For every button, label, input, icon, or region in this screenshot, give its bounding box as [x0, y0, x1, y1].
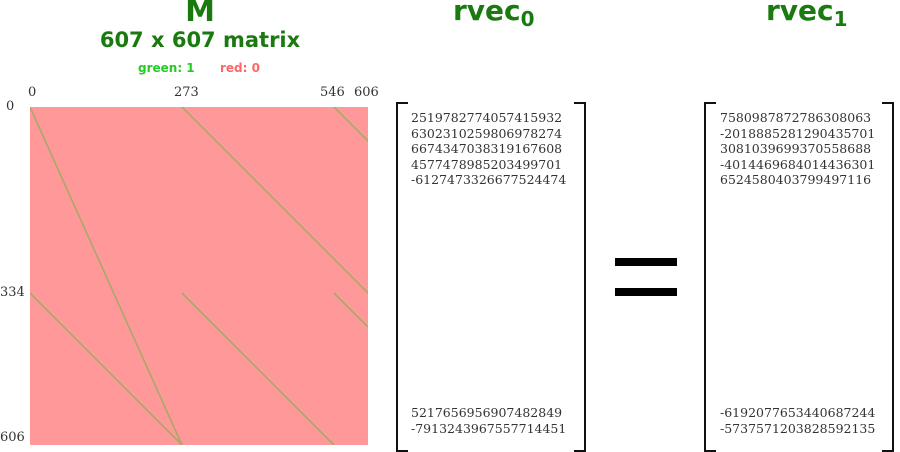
- equals-sign-bottom-bar: [615, 288, 677, 296]
- matrix-plot: [29, 106, 369, 446]
- rvec0-left-bracket: [396, 102, 408, 452]
- rvec0-name: rvec: [453, 0, 521, 27]
- legend-red-label: red: 0: [220, 61, 260, 75]
- col-tick-606: 606: [354, 85, 379, 100]
- matrix-background: [30, 107, 368, 445]
- col-tick-273: 273: [174, 85, 199, 100]
- matrix-diagonal-5: [181, 292, 335, 446]
- rvec0-bottom-values: 5217656956907482849 -7913243967557714451: [411, 405, 567, 436]
- rvec1-title: rvec1: [766, 0, 848, 31]
- rvec0-right-bracket: [574, 102, 586, 452]
- col-tick-0: 0: [28, 85, 37, 100]
- rvec1-name: rvec: [766, 0, 834, 27]
- rvec1-left-bracket: [704, 102, 716, 452]
- rvec0-subscript: 0: [520, 7, 535, 31]
- row-tick-606: 606: [0, 430, 25, 445]
- matrix-svg: [29, 106, 369, 446]
- rvec1-right-bracket: [882, 102, 894, 452]
- col-tick-546: 546: [320, 85, 345, 100]
- equals-sign-top-bar: [615, 258, 677, 266]
- matrix-diagonal-4: [29, 292, 183, 446]
- row-tick-0: 0: [6, 99, 15, 114]
- matrix-diagonal-2: [181, 106, 369, 294]
- rvec0-top-values: 2519782774057415932 6302310259806978274 …: [411, 110, 567, 187]
- matrix-diagonal-6: [333, 292, 369, 328]
- rvec0-title: rvec0: [453, 0, 535, 31]
- rvec1-top-values: 7580987872786308063 -2018885281290435701…: [720, 110, 876, 187]
- rvec1-bottom-values: -6192077653440687244 -573757120382859213…: [720, 405, 876, 436]
- matrix-diagonal-1: [29, 106, 183, 446]
- matrix-diagonal-3: [333, 106, 369, 142]
- row-tick-334: 334: [0, 285, 25, 300]
- matrix-name: M: [185, 0, 215, 29]
- legend-green-label: green: 1: [138, 61, 195, 75]
- rvec1-subscript: 1: [833, 7, 848, 31]
- matrix-dimensions: 607 x 607 matrix: [99, 28, 301, 52]
